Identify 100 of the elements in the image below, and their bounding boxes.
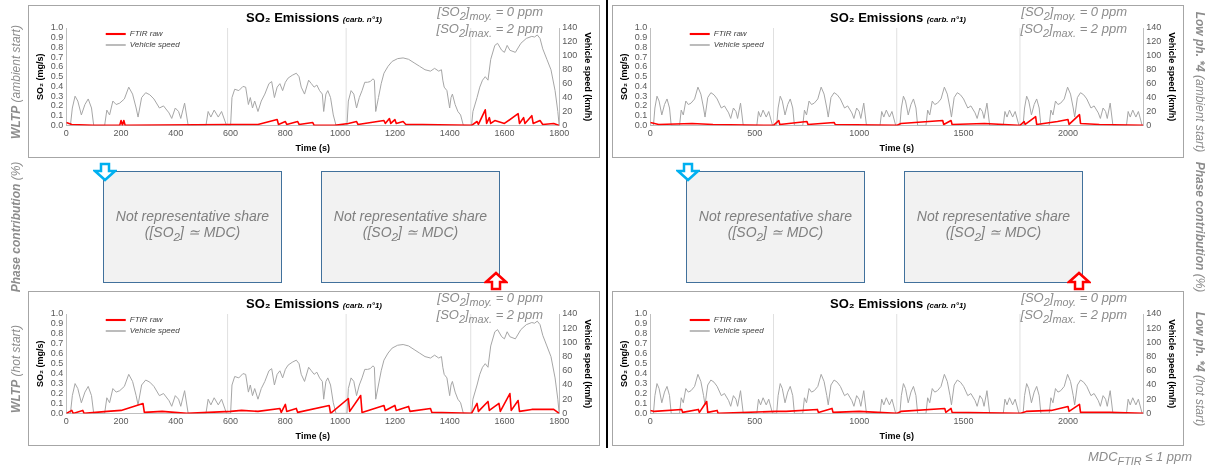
y-tick-label: 0.6 — [634, 348, 648, 359]
y-tick-label: 0.7 — [634, 338, 648, 349]
text: MDC$_{FTIR}$ ≤ 1 ppm — [1088, 449, 1193, 467]
x-tick-label: 1000 — [330, 416, 351, 427]
y-tick-label: 0.8 — [50, 328, 64, 339]
legend-label: FTIR raw — [129, 315, 164, 325]
annotation: [SO$_{2}$]$_{max.}$ = 2 ppm — [436, 21, 543, 39]
legend-label: Vehicle speed — [713, 40, 765, 50]
x-tick-label: 1400 — [439, 128, 460, 139]
y-tick-label: 0.1 — [50, 110, 64, 121]
x-tick-label: 1000 — [330, 128, 351, 139]
y-tick-label: 1.0 — [50, 22, 64, 33]
y2-tick-label: 0 — [1146, 407, 1152, 418]
y2-tick-label: 20 — [562, 393, 573, 404]
y-axis-title: SO₂ (mg/s) — [618, 340, 629, 387]
y2-tick-label: 80 — [562, 64, 573, 75]
chart-title: SO₂ Emissions — [829, 296, 924, 311]
text: ([SO$_{2}$] ≃ MDC) — [944, 224, 1043, 243]
text: ([SO$_{2}$] ≃ MDC) — [361, 224, 460, 243]
annotation: [SO$_{2}$]$_{max.}$ = 2 ppm — [1020, 307, 1127, 325]
chart-subtitle: (carb. n°1) — [342, 15, 383, 24]
y2-tick-label: 80 — [1146, 351, 1157, 362]
y2-tick-label: 40 — [1146, 379, 1157, 390]
y2-tick-label: 60 — [562, 78, 573, 89]
y-tick-label: 0.6 — [634, 61, 648, 72]
y-axis-title: SO₂ (mg/s) — [618, 53, 629, 100]
x-tick-label: 1400 — [439, 416, 460, 427]
y2-tick-label: 100 — [562, 50, 578, 61]
y-tick-label: 1.0 — [634, 308, 648, 319]
y-tick-label: 0.6 — [50, 61, 64, 72]
legend-label: FTIR raw — [713, 29, 748, 39]
x-tick-label: 200 — [113, 128, 129, 139]
annotation: [SO$_{2}$]$_{max.}$ = 2 ppm — [1020, 21, 1127, 39]
x-tick-label: 500 — [747, 416, 763, 427]
y-tick-label: 0.1 — [50, 397, 64, 408]
x-tick-label: 1600 — [494, 128, 515, 139]
y-tick-label: 0.4 — [50, 80, 64, 91]
y-tick-label: 0.2 — [50, 388, 64, 398]
chart-title: SO₂ Emissions — [245, 296, 340, 311]
y-tick-label: 0.7 — [50, 51, 64, 62]
text: ([SO$_{2}$] ≃ MDC) — [143, 224, 242, 243]
x-tick-label: 2000 — [1057, 416, 1079, 427]
y-tick-label: 0.7 — [50, 338, 64, 349]
x-tick-label: 1600 — [494, 416, 515, 427]
y-tick-label: 0.9 — [50, 32, 64, 43]
y-tick-label: 0.5 — [50, 71, 64, 82]
y-tick-label: 1.0 — [634, 22, 648, 33]
x-tick-label: 0 — [63, 416, 69, 427]
x-tick-label: 1000 — [849, 416, 870, 427]
y-tick-label: 0.3 — [50, 90, 64, 101]
y-tick-label: 0.3 — [50, 378, 64, 389]
x-tick-label: 500 — [747, 128, 763, 139]
text: Low ph. *4 (ambient start) — [1192, 11, 1207, 152]
legend-label: Vehicle speed — [129, 326, 181, 336]
y2-tick-label: 140 — [562, 22, 578, 33]
y-tick-label: 0.9 — [634, 32, 648, 43]
text: WLTP (hot start) — [8, 324, 23, 413]
x-tick-label: 600 — [223, 416, 239, 427]
y2-tick-label: 100 — [1146, 336, 1162, 347]
y2-tick-label: 80 — [1146, 64, 1157, 75]
y-tick-label: 0.6 — [50, 348, 64, 359]
y-tick-label: 0.0 — [634, 119, 648, 130]
y2-tick-label: 140 — [1146, 22, 1162, 33]
y-tick-label: 0.9 — [634, 318, 648, 329]
chart-title: SO₂ Emissions — [829, 10, 924, 25]
y-tick-label: 0.4 — [634, 80, 648, 91]
y2-tick-label: 120 — [1146, 322, 1162, 333]
legend-label: Vehicle speed — [129, 40, 181, 50]
text: [SO$_{2}$]$_{moy.}$ = 0 ppm — [1021, 4, 1127, 22]
text: Not representative share — [332, 208, 489, 224]
x-tick-label: 600 — [223, 128, 239, 139]
x-tick-label: 400 — [168, 416, 184, 427]
text: [SO$_{2}$]$_{moy.}$ = 0 ppm — [437, 290, 543, 308]
y2-tick-label: 0 — [562, 119, 568, 130]
x-tick-label: 800 — [277, 416, 293, 427]
x-axis-title: Time (s) — [879, 143, 914, 154]
y-tick-label: 0.0 — [634, 407, 648, 418]
y-tick-label: 0.4 — [634, 368, 648, 379]
y2-axis-title: Vehicle speed (km/h) — [583, 319, 594, 409]
text: Low ph. *4 (hot start) — [1192, 311, 1207, 426]
y2-tick-label: 80 — [562, 351, 573, 362]
y-tick-label: 0.0 — [50, 407, 64, 418]
text: Not representative share — [114, 208, 271, 224]
y-tick-label: 0.0 — [50, 119, 64, 130]
y-tick-label: 0.3 — [634, 378, 648, 389]
y2-tick-label: 120 — [562, 36, 578, 47]
x-tick-label: 0 — [647, 416, 653, 427]
y2-tick-label: 60 — [562, 365, 573, 376]
text: Not representative share — [915, 208, 1072, 224]
x-tick-label: 1200 — [384, 416, 405, 427]
x-axis-title: Time (s) — [295, 431, 330, 442]
annotation: [SO$_{2}$]$_{max.}$ = 2 ppm — [436, 307, 543, 325]
y-tick-label: 0.1 — [634, 110, 648, 121]
text: [SO$_{2}$]$_{moy.}$ = 0 ppm — [1021, 290, 1127, 308]
chart-title: SO₂ Emissions — [245, 10, 340, 25]
y2-tick-label: 20 — [1146, 393, 1157, 404]
text: Phase contribution (%) — [1192, 161, 1207, 293]
y2-tick-label: 0 — [562, 407, 568, 418]
y2-tick-label: 0 — [1146, 119, 1152, 130]
y-tick-label: 0.8 — [634, 328, 648, 339]
